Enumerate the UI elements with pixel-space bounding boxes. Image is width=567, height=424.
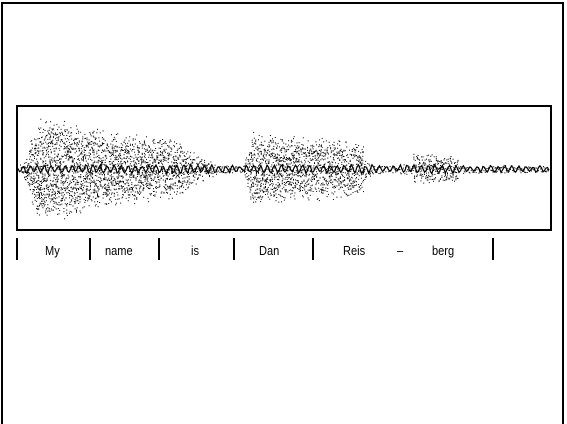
word-label-name: name (105, 243, 133, 258)
word-segmentation-row: My name is Dan Reis – berg (0, 238, 567, 266)
word-label-is: is (191, 243, 199, 258)
word-label-berg: berg (432, 243, 455, 258)
word-boundary-marker (158, 238, 160, 260)
waveform-trace (18, 163, 550, 176)
word-boundary-marker (233, 238, 235, 260)
waveform-samples (20, 118, 549, 220)
word-label-reis: Reis (343, 243, 366, 258)
word-boundary-marker (492, 238, 494, 260)
word-boundary-marker (312, 238, 314, 260)
speech-waveform (18, 118, 550, 220)
word-boundary-marker (16, 238, 18, 260)
word-label-dan: Dan (259, 243, 280, 258)
word-boundary-marker (89, 238, 91, 260)
syllable-dash: – (397, 243, 404, 258)
waveform-panel (16, 105, 552, 231)
word-label-my: My (45, 243, 60, 258)
